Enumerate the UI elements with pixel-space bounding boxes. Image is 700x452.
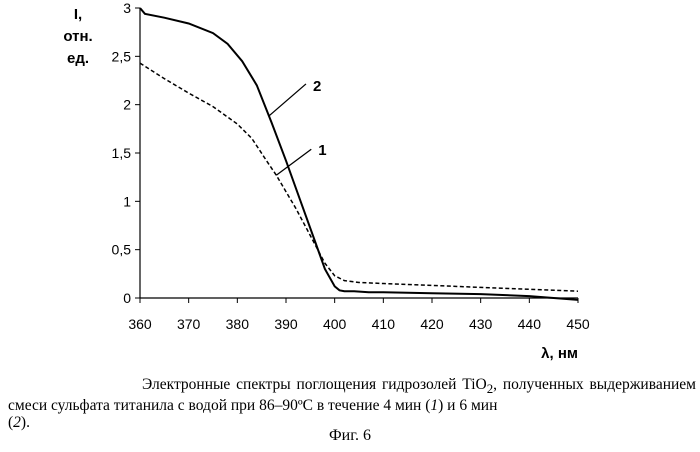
caption-text-part: , полученных <box>493 376 584 393</box>
y-tick-label: 0 <box>123 290 131 306</box>
x-tick-label: 400 <box>323 316 347 332</box>
x-tick-label: 390 <box>274 316 298 332</box>
absorption-spectra-chart: 0 0,5 1 1,5 2 2,5 3 360 370 380 390 400 410 420 430 44… <box>63 0 590 362</box>
figure-caption: Электронные спектры поглощения гидрозоле… <box>8 376 696 431</box>
y-tick-label: 2,5 <box>112 48 132 64</box>
chart-axes <box>139 8 578 299</box>
y-axis-label-line: отн. <box>63 28 92 45</box>
x-tick-label: 450 <box>566 316 590 332</box>
x-axis-ticks: 360 370 380 390 400 410 420 430 440 450 <box>128 298 590 332</box>
y-axis-label-line: I, <box>74 6 82 23</box>
y-tick-label: 1,5 <box>112 145 132 161</box>
x-tick-label: 380 <box>226 316 250 332</box>
x-tick-label: 370 <box>177 316 201 332</box>
curve-label-1: 1 <box>318 142 326 159</box>
x-tick-label: 360 <box>128 316 152 332</box>
y-tick-label: 1 <box>123 193 131 209</box>
annotation-leader-line <box>275 148 312 176</box>
x-tick-label: 410 <box>372 316 396 332</box>
series-2-line <box>139 7 579 301</box>
caption-text-part: ) и 6 мин <box>438 397 498 415</box>
caption-curve-number: 1 <box>430 397 439 415</box>
y-axis-label: I, отн. ед. <box>63 6 92 67</box>
curve-annotations: 21 <box>268 78 327 176</box>
caption-curve-number: 2 <box>13 414 21 432</box>
x-axis-label: λ, нм <box>541 345 578 362</box>
chart-series <box>139 7 579 301</box>
x-tick-label: 440 <box>518 316 542 332</box>
x-tick-label: 430 <box>469 316 493 332</box>
caption-text-part: ( <box>8 414 14 432</box>
y-tick-label: 0,5 <box>112 242 132 258</box>
caption-text-part: Электронные спектры поглощения гидрозоле… <box>142 376 487 393</box>
caption-subscript: 2 <box>486 381 494 397</box>
series-1-line <box>139 62 579 292</box>
x-tick-label: 420 <box>420 316 444 332</box>
y-tick-label: 3 <box>123 0 131 16</box>
y-axis-ticks: 0 0,5 1 1,5 2 2,5 3 <box>112 0 140 306</box>
y-axis-label-line: ед. <box>67 50 89 67</box>
annotation-leader-line <box>268 83 307 117</box>
y-tick-label: 2 <box>123 97 131 113</box>
figure-number: Фиг. 6 <box>329 427 371 444</box>
caption-text-part: ). <box>20 414 30 432</box>
curve-label-2: 2 <box>313 78 321 95</box>
caption-text-part: выдерживанием смеси сульфата титанила с … <box>8 376 696 415</box>
